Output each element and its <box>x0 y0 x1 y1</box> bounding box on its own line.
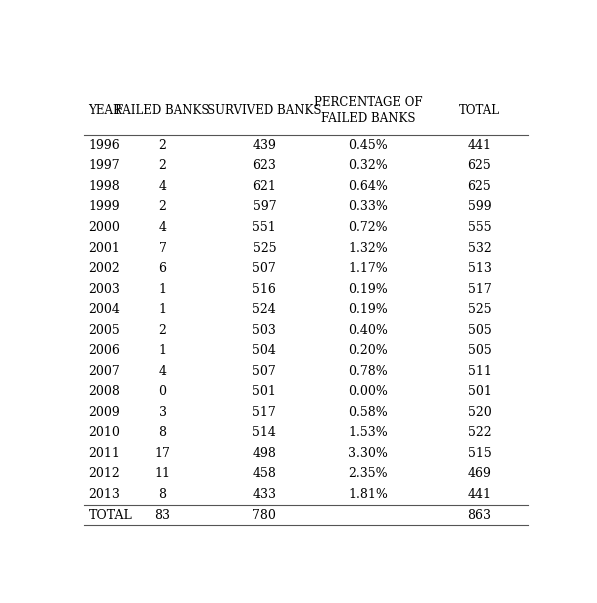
Text: 3.30%: 3.30% <box>349 447 389 460</box>
Text: 0: 0 <box>159 385 167 399</box>
Text: 439: 439 <box>253 139 276 152</box>
Text: 2008: 2008 <box>88 385 121 399</box>
Text: 522: 522 <box>467 426 491 440</box>
Text: 2010: 2010 <box>88 426 121 440</box>
Text: 511: 511 <box>467 365 491 377</box>
Text: 0.45%: 0.45% <box>349 139 388 152</box>
Text: 2: 2 <box>159 200 167 213</box>
Text: 1: 1 <box>159 303 167 316</box>
Text: 4: 4 <box>159 365 167 377</box>
Text: 17: 17 <box>155 447 171 460</box>
Text: 441: 441 <box>467 139 491 152</box>
Text: 503: 503 <box>253 324 276 336</box>
Text: 1.53%: 1.53% <box>349 426 388 440</box>
Text: PERCENTAGE OF
FAILED BANKS: PERCENTAGE OF FAILED BANKS <box>314 96 423 125</box>
Text: 780: 780 <box>253 508 276 522</box>
Text: YEAR: YEAR <box>88 104 122 117</box>
Text: 11: 11 <box>155 467 171 481</box>
Text: 505: 505 <box>467 324 491 336</box>
Text: 2: 2 <box>159 159 167 172</box>
Text: 0.20%: 0.20% <box>349 344 388 357</box>
Text: 433: 433 <box>253 488 276 501</box>
Text: 1: 1 <box>159 344 167 357</box>
Text: FAILED BANKS: FAILED BANKS <box>115 104 210 117</box>
Text: 0.00%: 0.00% <box>349 385 389 399</box>
Text: 441: 441 <box>467 488 491 501</box>
Text: 517: 517 <box>467 283 491 295</box>
Text: 1: 1 <box>159 283 167 295</box>
Text: 83: 83 <box>155 508 171 522</box>
Text: 0.78%: 0.78% <box>349 365 388 377</box>
Text: 525: 525 <box>253 242 276 254</box>
Text: 516: 516 <box>253 283 276 295</box>
Text: 1.32%: 1.32% <box>349 242 388 254</box>
Text: 2003: 2003 <box>88 283 121 295</box>
Text: 2.35%: 2.35% <box>349 467 388 481</box>
Text: 0.40%: 0.40% <box>349 324 389 336</box>
Text: 2: 2 <box>159 139 167 152</box>
Text: 1.17%: 1.17% <box>349 262 388 275</box>
Text: 0.19%: 0.19% <box>349 303 388 316</box>
Text: 0.72%: 0.72% <box>349 221 388 234</box>
Text: 2009: 2009 <box>88 406 120 419</box>
Text: 863: 863 <box>467 508 491 522</box>
Text: 505: 505 <box>467 344 491 357</box>
Text: TOTAL: TOTAL <box>88 508 133 522</box>
Text: 623: 623 <box>253 159 276 172</box>
Text: 507: 507 <box>253 262 276 275</box>
Text: TOTAL: TOTAL <box>459 104 500 117</box>
Text: 7: 7 <box>159 242 167 254</box>
Text: 525: 525 <box>467 303 491 316</box>
Text: 501: 501 <box>253 385 276 399</box>
Text: 501: 501 <box>467 385 491 399</box>
Text: 2012: 2012 <box>88 467 120 481</box>
Text: 469: 469 <box>467 467 491 481</box>
Text: 0.58%: 0.58% <box>349 406 388 419</box>
Text: 555: 555 <box>467 221 491 234</box>
Text: 2013: 2013 <box>88 488 121 501</box>
Text: 0.33%: 0.33% <box>349 200 389 213</box>
Text: 2: 2 <box>159 324 167 336</box>
Text: 2002: 2002 <box>88 262 120 275</box>
Text: 520: 520 <box>467 406 491 419</box>
Text: 3: 3 <box>159 406 167 419</box>
Text: 498: 498 <box>253 447 276 460</box>
Text: 8: 8 <box>159 488 167 501</box>
Text: 0.64%: 0.64% <box>349 180 389 193</box>
Text: 597: 597 <box>253 200 276 213</box>
Text: 504: 504 <box>253 344 276 357</box>
Text: 1998: 1998 <box>88 180 120 193</box>
Text: 513: 513 <box>467 262 491 275</box>
Text: 599: 599 <box>467 200 491 213</box>
Text: 6: 6 <box>159 262 167 275</box>
Text: 2004: 2004 <box>88 303 121 316</box>
Text: 0.19%: 0.19% <box>349 283 388 295</box>
Text: 0.32%: 0.32% <box>349 159 388 172</box>
Text: 524: 524 <box>253 303 276 316</box>
Text: 8: 8 <box>159 426 167 440</box>
Text: 4: 4 <box>159 221 167 234</box>
Text: 621: 621 <box>253 180 276 193</box>
Text: 458: 458 <box>253 467 276 481</box>
Text: 2007: 2007 <box>88 365 120 377</box>
Text: 2006: 2006 <box>88 344 121 357</box>
Text: 1997: 1997 <box>88 159 120 172</box>
Text: 1999: 1999 <box>88 200 120 213</box>
Text: SURVIVED BANKS: SURVIVED BANKS <box>207 104 322 117</box>
Text: 2005: 2005 <box>88 324 120 336</box>
Text: 517: 517 <box>253 406 276 419</box>
Text: 625: 625 <box>467 180 491 193</box>
Text: 514: 514 <box>253 426 276 440</box>
Text: 625: 625 <box>467 159 491 172</box>
Text: 507: 507 <box>253 365 276 377</box>
Text: 2011: 2011 <box>88 447 121 460</box>
Text: 2001: 2001 <box>88 242 121 254</box>
Text: 1.81%: 1.81% <box>349 488 389 501</box>
Text: 2000: 2000 <box>88 221 121 234</box>
Text: 551: 551 <box>253 221 276 234</box>
Text: 4: 4 <box>159 180 167 193</box>
Text: 1996: 1996 <box>88 139 120 152</box>
Text: 515: 515 <box>467 447 491 460</box>
Text: 532: 532 <box>467 242 491 254</box>
